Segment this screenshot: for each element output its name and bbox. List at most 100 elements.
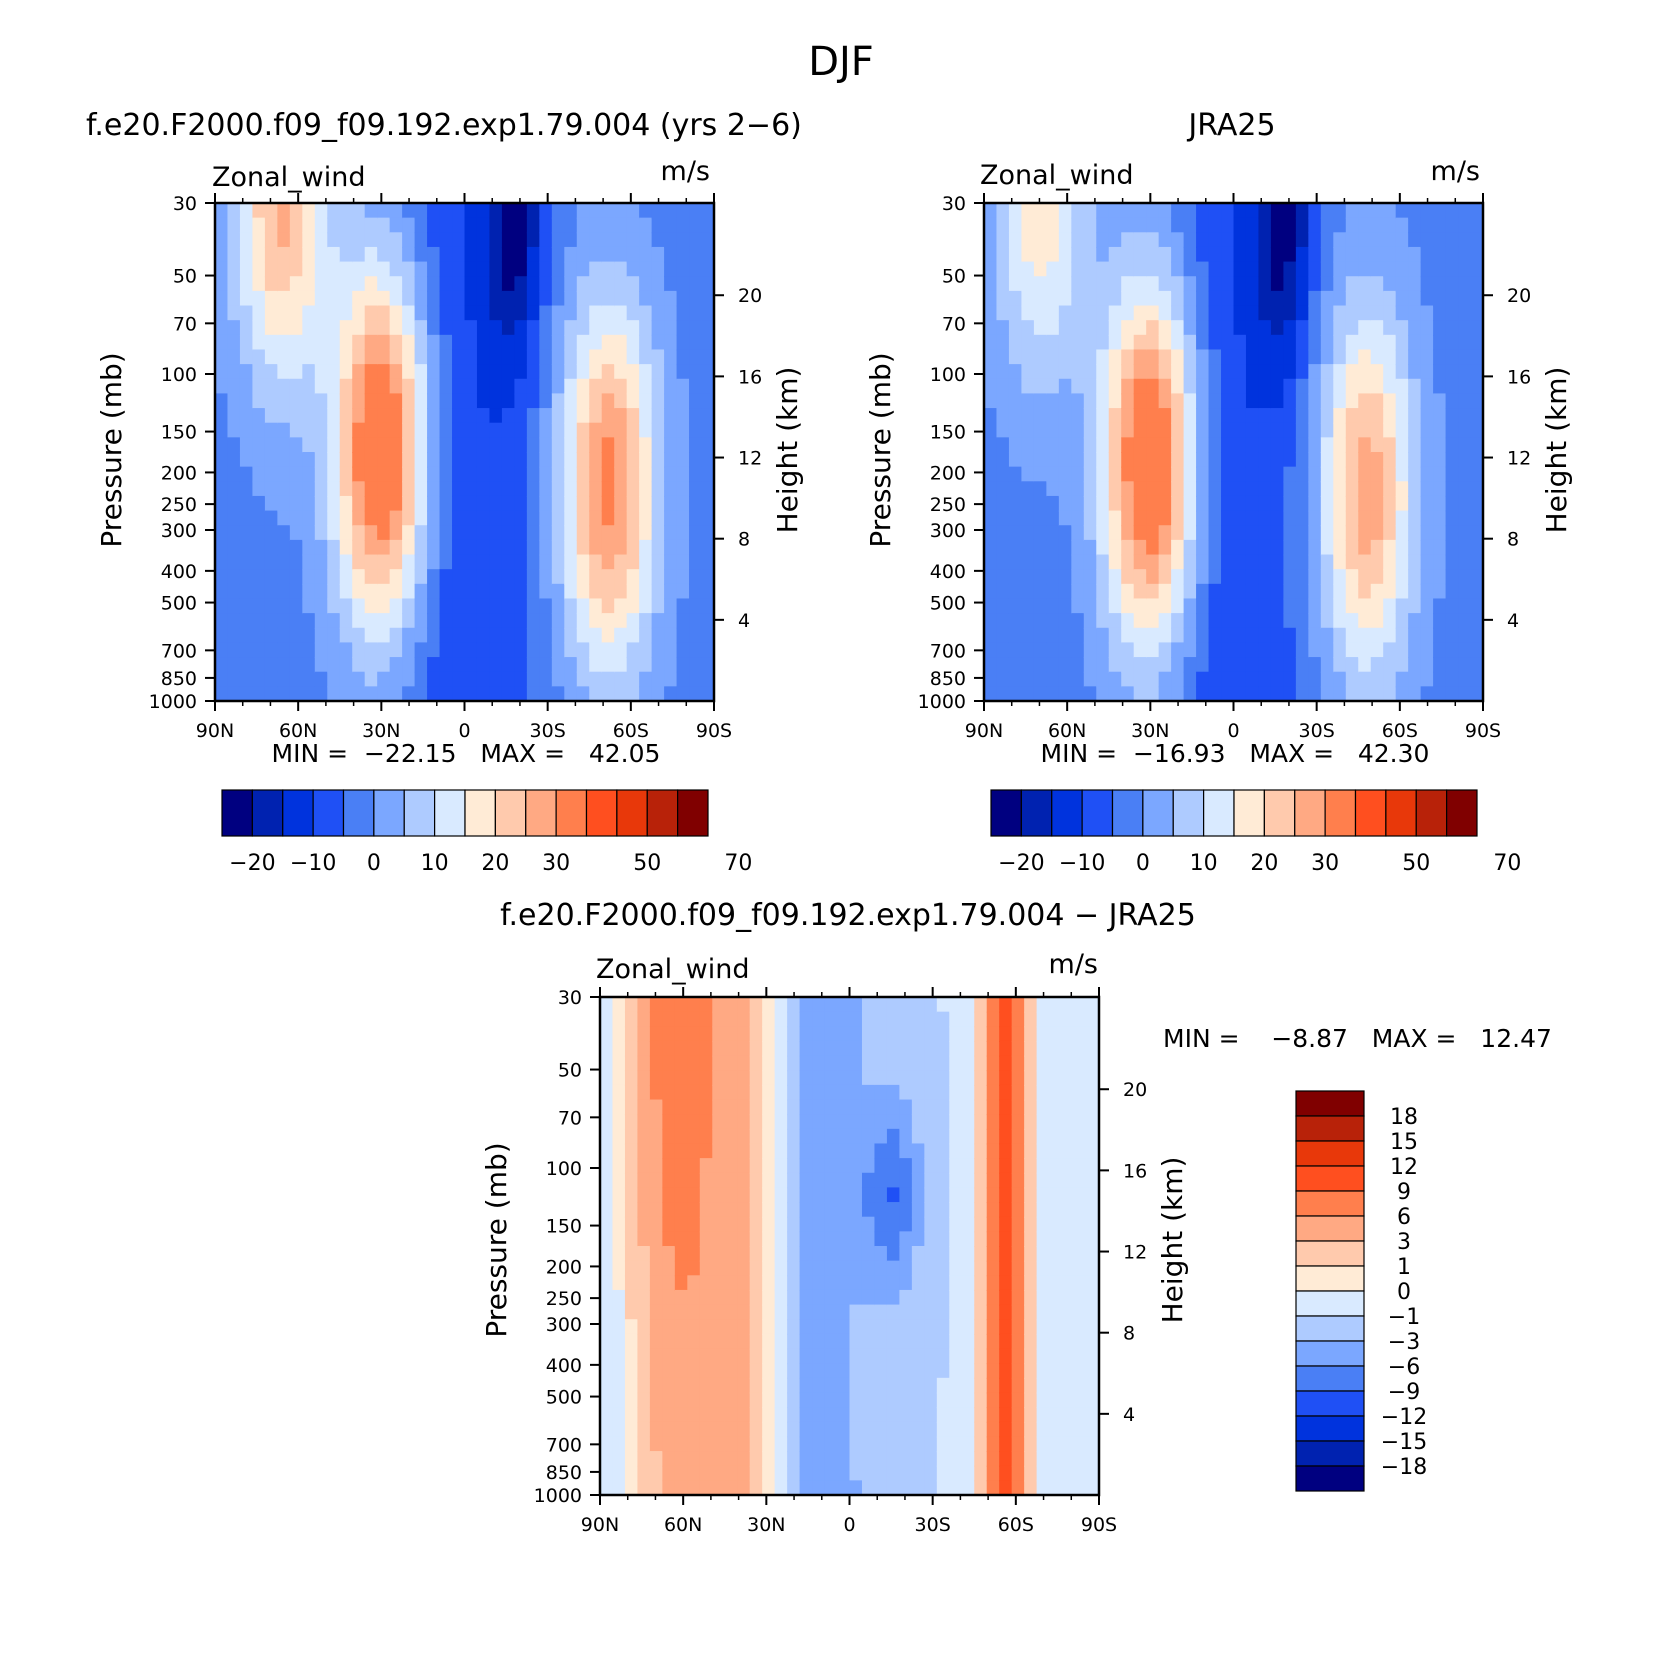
field-cell	[1370, 305, 1385, 322]
field-cell	[1036, 1451, 1051, 1467]
field-cell	[1008, 598, 1023, 615]
field-cell	[676, 452, 691, 468]
colorbar-label: −10	[1059, 851, 1105, 876]
field-cell	[1270, 613, 1285, 629]
field-cell	[1458, 378, 1472, 395]
field-cell	[514, 422, 528, 439]
field-cell	[1146, 598, 1160, 615]
field-cell	[1171, 378, 1185, 395]
field-cell	[600, 1099, 614, 1116]
field-cell	[1295, 613, 1310, 629]
field-cell	[799, 1216, 814, 1233]
field-cell	[612, 1158, 626, 1174]
field-cell	[1108, 525, 1123, 541]
field-cell	[539, 349, 553, 366]
field-cell	[452, 569, 466, 585]
colorbar-swatch	[373, 789, 405, 837]
field-cell	[302, 671, 316, 688]
field-cell	[1208, 393, 1223, 410]
field-cell	[1061, 1319, 1076, 1335]
field-cell	[1121, 613, 1135, 629]
field-cell	[961, 1319, 976, 1335]
field-cell	[215, 539, 229, 556]
field-cell	[277, 320, 291, 336]
field-cell	[1036, 1289, 1051, 1306]
field-cell	[911, 1040, 926, 1057]
field-cell	[612, 1070, 626, 1086]
field-cell	[600, 1070, 614, 1086]
field-cell	[1033, 217, 1048, 234]
field-cell	[1308, 393, 1322, 410]
field-cell	[414, 349, 429, 366]
field-cell	[674, 1026, 689, 1042]
field-cell	[239, 232, 254, 248]
field-cell	[699, 1128, 714, 1145]
field-cell	[1108, 627, 1123, 644]
field-cell	[1345, 305, 1360, 322]
field-cell	[227, 437, 241, 453]
field-cell	[1196, 276, 1210, 292]
field-cell	[637, 1158, 651, 1174]
field-cell	[614, 569, 628, 585]
field-cell	[749, 1143, 764, 1160]
field-cell	[812, 1421, 826, 1438]
field-cell	[612, 1055, 626, 1072]
field-cell	[427, 627, 441, 644]
y-tick-label: 850	[546, 1462, 582, 1484]
field-cell	[414, 276, 429, 292]
field-cell	[701, 657, 714, 673]
field-cell	[377, 349, 391, 366]
field-cell	[624, 1202, 639, 1218]
colorbar-swatch	[494, 789, 527, 837]
field-cell	[1458, 290, 1472, 307]
field-cell	[576, 671, 591, 688]
field-cell	[1083, 510, 1098, 527]
field-cell	[1270, 481, 1285, 497]
field-cell	[1420, 481, 1435, 497]
field-cell	[1245, 349, 1260, 366]
field-cell	[339, 539, 354, 556]
field-cell	[612, 1202, 626, 1218]
field-cell	[614, 437, 628, 453]
field-cell	[589, 481, 603, 497]
field-cell	[1146, 378, 1160, 395]
field-cell	[986, 1128, 1001, 1145]
field-cell	[1208, 671, 1223, 688]
field-cell	[239, 481, 254, 497]
field-cell	[1208, 481, 1223, 497]
field-cell	[676, 671, 691, 688]
field-cell	[427, 422, 441, 439]
field-cell	[861, 1143, 876, 1160]
field-cell	[1183, 246, 1198, 263]
field-cell	[812, 1216, 826, 1233]
field-cell	[576, 334, 591, 351]
field-cell	[824, 1451, 839, 1467]
field-cell	[624, 1055, 639, 1072]
field-cell	[327, 642, 341, 659]
field-cell	[215, 232, 229, 248]
field-cell	[961, 1333, 976, 1350]
field-cell	[612, 1480, 626, 1495]
field-cell	[601, 583, 616, 600]
field-cell	[389, 364, 404, 380]
field-cell	[1024, 1070, 1038, 1086]
field-cell	[701, 393, 714, 410]
field-cell	[787, 1319, 801, 1335]
field-cell	[812, 1202, 826, 1218]
field-cell	[1011, 1451, 1026, 1467]
field-cell	[1308, 525, 1322, 541]
field-cell	[402, 539, 416, 556]
field-cell	[264, 276, 279, 292]
field-cell	[687, 1421, 701, 1438]
field-cell	[787, 1348, 801, 1365]
field-cell	[861, 1304, 876, 1321]
field-cell	[651, 422, 666, 439]
field-cell	[215, 525, 229, 541]
field-cell	[1233, 627, 1247, 644]
field-cell	[215, 364, 229, 380]
field-cell	[1245, 437, 1260, 453]
field-cell	[526, 452, 541, 468]
field-cell	[551, 495, 566, 512]
field-cell	[1074, 1392, 1088, 1409]
field-cell	[1061, 1348, 1076, 1365]
